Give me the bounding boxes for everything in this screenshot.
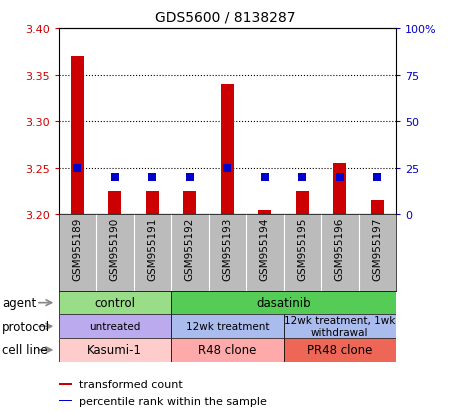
Text: GSM955190: GSM955190 bbox=[110, 217, 120, 280]
Point bbox=[374, 174, 381, 181]
Text: GSM955194: GSM955194 bbox=[260, 217, 270, 280]
Text: GDS5600 / 8138287: GDS5600 / 8138287 bbox=[155, 10, 295, 24]
Bar bbox=[58, 338, 171, 362]
Point bbox=[299, 174, 306, 181]
Text: PR48 clone: PR48 clone bbox=[307, 344, 373, 356]
Bar bbox=[171, 338, 284, 362]
Bar bbox=[108, 192, 122, 215]
Bar bbox=[284, 315, 396, 338]
Point bbox=[186, 174, 194, 181]
Text: control: control bbox=[94, 297, 135, 309]
Bar bbox=[220, 85, 234, 215]
Bar bbox=[183, 192, 196, 215]
Bar bbox=[58, 383, 72, 385]
Text: cell line: cell line bbox=[2, 344, 48, 356]
Text: Kasumi-1: Kasumi-1 bbox=[87, 344, 142, 356]
Text: GSM955191: GSM955191 bbox=[147, 217, 157, 280]
Text: GSM955196: GSM955196 bbox=[335, 217, 345, 280]
Point bbox=[336, 174, 343, 181]
Text: transformed count: transformed count bbox=[79, 379, 183, 389]
Text: 12wk treatment: 12wk treatment bbox=[185, 321, 269, 332]
Text: GSM955195: GSM955195 bbox=[297, 217, 307, 280]
Text: R48 clone: R48 clone bbox=[198, 344, 256, 356]
Text: GSM955192: GSM955192 bbox=[185, 217, 195, 280]
Point bbox=[261, 174, 268, 181]
Bar bbox=[58, 291, 171, 315]
Text: percentile rank within the sample: percentile rank within the sample bbox=[79, 396, 266, 406]
Bar bbox=[58, 315, 171, 338]
Text: GSM955197: GSM955197 bbox=[372, 217, 382, 280]
Point bbox=[148, 174, 156, 181]
Text: untreated: untreated bbox=[89, 321, 140, 332]
Point bbox=[111, 174, 118, 181]
Bar bbox=[284, 338, 396, 362]
Bar bbox=[58, 400, 72, 401]
Bar bbox=[333, 164, 346, 215]
Point bbox=[74, 165, 81, 172]
Text: protocol: protocol bbox=[2, 320, 50, 333]
Bar bbox=[371, 201, 384, 215]
Text: 12wk treatment, 1wk
withdrawal: 12wk treatment, 1wk withdrawal bbox=[284, 316, 396, 337]
Bar bbox=[146, 192, 159, 215]
Bar bbox=[171, 291, 396, 315]
Text: dasatinib: dasatinib bbox=[256, 297, 311, 309]
Bar bbox=[258, 210, 271, 215]
Bar bbox=[171, 315, 284, 338]
Point bbox=[224, 165, 231, 172]
Text: GSM955189: GSM955189 bbox=[72, 217, 82, 280]
Text: agent: agent bbox=[2, 297, 36, 309]
Text: GSM955193: GSM955193 bbox=[222, 217, 232, 280]
Bar bbox=[296, 192, 309, 215]
Bar bbox=[71, 57, 84, 215]
